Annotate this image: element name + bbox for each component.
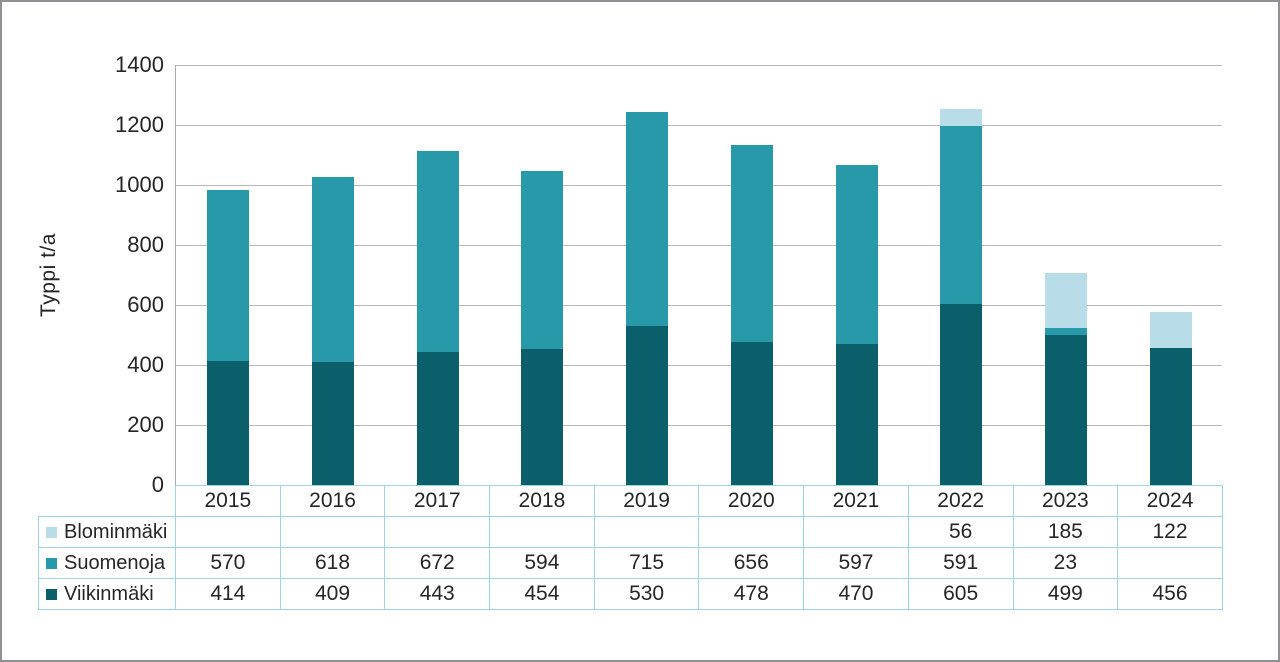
year-header-2018: 2018 — [489, 485, 595, 517]
table-cell-blominmäki-2016 — [279, 516, 386, 548]
bar-segment-viikinmäki-2020 — [730, 341, 773, 485]
year-header-2022: 2022 — [907, 485, 1014, 517]
legend-label-viikinmäki: Viikinmäki — [38, 578, 176, 610]
y-tick-label: 1400 — [115, 52, 164, 77]
year-header-2015: 2015 — [175, 485, 281, 517]
gridline — [176, 305, 1222, 306]
year-header-2017: 2017 — [384, 485, 491, 517]
bar-segment-suomenoja-2018 — [521, 170, 564, 349]
bar-segment-suomenoja-2020 — [730, 144, 773, 342]
table-cell-viikinmäki-2019: 530 — [593, 578, 700, 610]
table-row-years: 2015 2016 2017 2018 2019 2020 2021 2022 2023 2024 — [39, 485, 1223, 517]
y-tick-label: 400 — [127, 352, 164, 377]
year-header-2023: 2023 — [1012, 485, 1119, 517]
bar-segment-blominmäki-2022 — [940, 109, 983, 127]
bar-segment-blominmäki-2024 — [1149, 311, 1192, 349]
table-cell-suomenoja-2021: 597 — [803, 547, 909, 579]
y-tick-label: 1000 — [115, 172, 164, 197]
table-cell-blominmäki-2017 — [384, 516, 491, 548]
y-tick-label: 600 — [127, 292, 164, 317]
table-cell-viikinmäki-2015: 414 — [175, 578, 281, 610]
y-tick-label: 800 — [127, 232, 164, 257]
legend-swatch-blominmäki — [46, 526, 57, 538]
gridline — [176, 125, 1222, 126]
table-cell-blominmäki-2018 — [489, 516, 595, 548]
bar-segment-viikinmäki-2021 — [835, 344, 878, 485]
table-cell-suomenoja-2018: 594 — [489, 547, 595, 579]
legend-swatch-suomenoja — [46, 557, 57, 569]
data-table: 2015 2016 2017 2018 2019 2020 2021 2022 2023 2024… — [38, 485, 1223, 610]
legend-label-suomenoja: Suomenoja — [38, 547, 176, 579]
bar-segment-suomenoja-2015 — [207, 189, 250, 361]
table-cell-suomenoja-2024 — [1117, 547, 1223, 579]
gridline — [176, 185, 1222, 186]
legend-label-blominmäki: Blominmäki — [38, 516, 176, 548]
table-cell-suomenoja-2023: 23 — [1012, 547, 1119, 579]
table-cell-blominmäki-2021 — [803, 516, 909, 548]
table-corner-cell — [39, 486, 176, 517]
legend-swatch-viikinmäki — [46, 588, 57, 600]
year-header-2021: 2021 — [803, 485, 909, 517]
bar-segment-suomenoja-2022 — [940, 126, 983, 304]
y-axis-title: Typpi t/a — [37, 233, 60, 317]
table-cell-viikinmäki-2024: 456 — [1117, 578, 1223, 610]
gridline — [176, 65, 1222, 66]
y-axis-tick-labels: 0 200 400 600 800 1000 1200 1400 — [80, 2, 164, 660]
table-cell-blominmäki-2019 — [593, 516, 700, 548]
plot-area — [175, 65, 1222, 485]
bar-segment-suomenoja-2016 — [312, 176, 355, 363]
gridline — [176, 365, 1222, 366]
gridline — [176, 245, 1222, 246]
table-row-blominmäki: Blominmäki 56 185 122 — [38, 516, 1223, 548]
table-cell-blominmäki-2015 — [175, 516, 281, 548]
table-cell-blominmäki-2020 — [698, 516, 805, 548]
table-cell-viikinmäki-2018: 454 — [489, 578, 595, 610]
bar-segment-suomenoja-2019 — [626, 111, 669, 326]
y-tick-label: 200 — [127, 412, 164, 437]
table-cell-suomenoja-2017: 672 — [384, 547, 491, 579]
bar-segment-viikinmäki-2024 — [1149, 348, 1192, 485]
table-cell-viikinmäki-2022: 605 — [907, 578, 1014, 610]
bar-segment-viikinmäki-2023 — [1044, 335, 1087, 485]
table-cell-blominmäki-2022: 56 — [907, 516, 1014, 548]
data-table-wrapper: 2015 2016 2017 2018 2019 2020 2021 2022 2023 2024… — [38, 485, 1223, 610]
year-header-2024: 2024 — [1117, 485, 1223, 517]
table-cell-suomenoja-2015: 570 — [175, 547, 281, 579]
bar-segment-suomenoja-2023 — [1044, 328, 1087, 336]
table-cell-viikinmäki-2016: 409 — [279, 578, 386, 610]
y-tick-label: 1200 — [115, 112, 164, 137]
table-cell-viikinmäki-2021: 470 — [803, 578, 909, 610]
bar-segment-viikinmäki-2015 — [207, 360, 250, 485]
bar-segment-suomenoja-2021 — [835, 164, 878, 344]
y-tick-label: 0 — [151, 472, 164, 497]
bar-segment-viikinmäki-2018 — [521, 348, 564, 485]
table-cell-blominmäki-2023: 185 — [1012, 516, 1119, 548]
bar-segment-suomenoja-2017 — [416, 150, 459, 353]
table-cell-viikinmäki-2023: 499 — [1012, 578, 1119, 610]
bar-segment-viikinmäki-2017 — [416, 352, 459, 485]
table-cell-suomenoja-2019: 715 — [593, 547, 700, 579]
table-row-viikinmäki: Viikinmäki 414 409 443 454 530 478 470 605 499 456 — [38, 578, 1223, 610]
table-cell-viikinmäki-2020: 478 — [698, 578, 805, 610]
table-cell-suomenoja-2016: 618 — [279, 547, 386, 579]
bar-segment-blominmäki-2023 — [1044, 272, 1087, 329]
year-header-2016: 2016 — [279, 485, 386, 517]
gridline — [176, 425, 1222, 426]
table-cell-blominmäki-2024: 122 — [1117, 516, 1223, 548]
table-cell-suomenoja-2020: 656 — [698, 547, 805, 579]
table-cell-viikinmäki-2017: 443 — [384, 578, 491, 610]
bar-segment-viikinmäki-2016 — [312, 362, 355, 485]
table-cell-suomenoja-2022: 591 — [907, 547, 1014, 579]
bar-segment-viikinmäki-2022 — [940, 303, 983, 485]
year-header-2020: 2020 — [698, 485, 805, 517]
table-row-suomenoja: Suomenoja 570 618 672 594 715 656 597 591 23 — [38, 547, 1223, 579]
bar-segment-viikinmäki-2019 — [626, 326, 669, 485]
year-header-2019: 2019 — [593, 485, 700, 517]
